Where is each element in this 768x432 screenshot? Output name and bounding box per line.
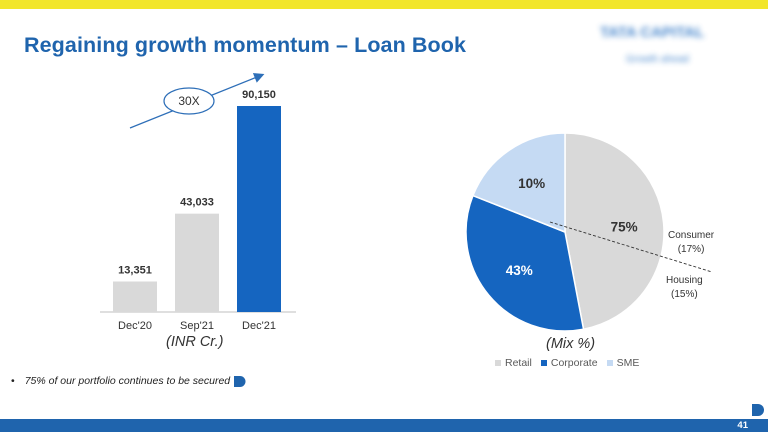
logo-text: TATA CAPITAL bbox=[600, 24, 705, 41]
pie-legend: Retail Corporate SME bbox=[495, 357, 639, 369]
pie-label-retail: 75% bbox=[611, 219, 638, 234]
legend-label-retail: Retail bbox=[505, 357, 532, 369]
bar-dec-21 bbox=[237, 106, 281, 312]
legend-swatch-sme bbox=[606, 360, 613, 366]
pie-slice-sme bbox=[471, 132, 566, 234]
growth-annotation-bubble bbox=[163, 87, 215, 115]
top-accent-bar bbox=[0, 0, 768, 9]
footnote-bullet: • bbox=[11, 375, 15, 387]
pie-label-corporate: 43% bbox=[506, 263, 533, 278]
bar-sep-21 bbox=[175, 213, 219, 312]
callout-housing-value: (15%) bbox=[671, 289, 698, 300]
callout-consumer: Consumer (17%) bbox=[668, 229, 714, 257]
legend-label-sme: SME bbox=[616, 357, 640, 369]
bar-value-label-sep-21: 43,033 bbox=[180, 197, 214, 209]
category-label-sep-21: Sep'21 bbox=[180, 320, 214, 332]
growth-annotation-text: 30X bbox=[178, 94, 199, 108]
bar-dec-20 bbox=[113, 281, 157, 312]
legend-swatch-retail bbox=[495, 360, 501, 366]
category-label-dec-20: Dec'20 bbox=[118, 320, 152, 332]
pie-chart-title: (Mix %) bbox=[546, 336, 596, 352]
pie-callout-divider bbox=[549, 221, 713, 273]
pie-label-sme: 10% bbox=[518, 176, 545, 191]
legend-item-retail: Retail bbox=[495, 357, 532, 369]
legend-label-corporate: Corporate bbox=[550, 357, 598, 369]
callout-housing-name: Housing bbox=[666, 275, 703, 286]
slide-title: Regaining growth momentum – Loan Book bbox=[24, 33, 467, 57]
footnote-text: 75% of our portfolio continues to be sec… bbox=[24, 375, 231, 387]
bar-value-label-dec-21: 90,150 bbox=[242, 89, 276, 101]
footnote: • 75% of our portfolio continues to be s… bbox=[11, 375, 248, 387]
pie-slice-retail bbox=[564, 132, 665, 331]
logo-mark-icon bbox=[234, 375, 246, 387]
logo-tagline: Growth ahead bbox=[626, 54, 689, 65]
pie-series: 75% 43% 10% bbox=[465, 132, 665, 332]
bottom-accent-bar bbox=[0, 419, 768, 432]
legend-swatch-corporate bbox=[540, 360, 547, 366]
bar-chart-unit-label: (INR Cr.) bbox=[166, 334, 224, 350]
callout-consumer-value: (17%) bbox=[677, 244, 705, 255]
page-number: 41 bbox=[737, 420, 748, 431]
category-label-dec-21: Dec'21 bbox=[242, 320, 276, 332]
company-logo: TATA CAPITAL Growth ahead bbox=[596, 20, 748, 78]
legend-item-corporate: Corporate bbox=[540, 357, 598, 369]
pie-slice-corporate bbox=[465, 194, 585, 332]
bar-value-label-dec-20: 13,351 bbox=[118, 264, 152, 276]
corner-logo-mark-icon bbox=[752, 404, 764, 416]
legend-item-sme: SME bbox=[606, 357, 640, 369]
callout-consumer-name: Consumer bbox=[668, 230, 715, 241]
bar-series: 13,351 Dec'20 43,033 Sep'21 90,150 Dec'21 bbox=[113, 89, 281, 332]
callout-housing: Housing (15%) bbox=[666, 274, 703, 302]
